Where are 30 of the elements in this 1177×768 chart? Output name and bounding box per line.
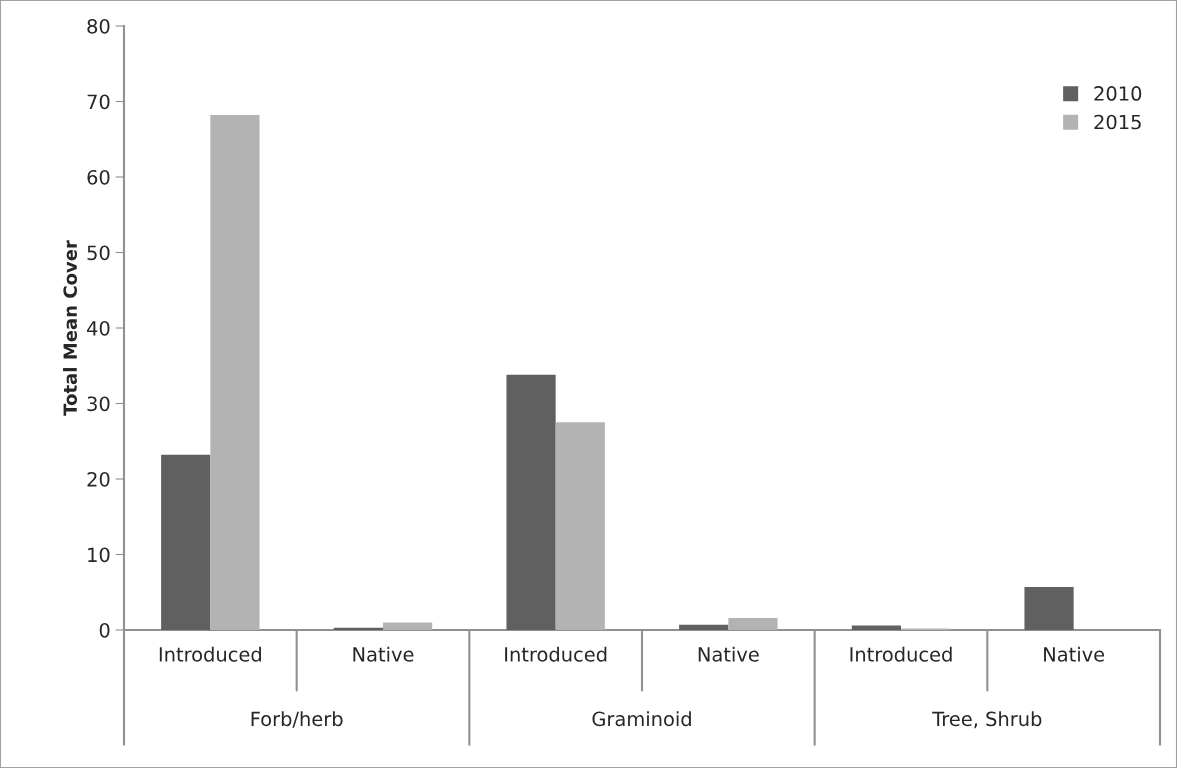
legend-label: 2010 xyxy=(1094,86,1142,101)
x-tick-label: Native xyxy=(353,646,414,662)
y-tick-label: 0 xyxy=(99,622,110,638)
y-tick-label: 20 xyxy=(87,471,110,487)
x-tick-label: Native xyxy=(698,646,759,662)
x-tick-label: Native xyxy=(1044,646,1105,662)
bar xyxy=(851,625,901,630)
x-tick-label: Introduced xyxy=(505,646,607,662)
bar xyxy=(161,454,211,630)
y-tick-label: 70 xyxy=(87,94,110,110)
y-tick-label: 10 xyxy=(88,547,110,563)
y-axis-title: Total Mean Cover xyxy=(63,240,78,416)
y-tick-label: 40 xyxy=(87,320,110,336)
bar xyxy=(506,374,556,630)
text: Graminoid xyxy=(592,711,691,727)
bar xyxy=(210,115,260,630)
bar xyxy=(555,422,605,630)
y-tick-label: 60 xyxy=(87,169,110,185)
bar xyxy=(679,624,729,630)
legend-label: 2015 xyxy=(1094,114,1141,130)
x-tick-label: Introduced xyxy=(850,646,952,662)
text: Forb/herb xyxy=(251,711,343,728)
y-tick-label: 50 xyxy=(87,245,110,261)
text: Tree, Shrub xyxy=(932,711,1042,729)
y-tick-label: 80 xyxy=(87,18,110,34)
bar xyxy=(1024,586,1074,630)
bar xyxy=(383,622,433,630)
bar xyxy=(728,617,778,630)
x-tick-label: Introduced xyxy=(159,646,261,662)
y-tick-label: 30 xyxy=(87,396,110,412)
